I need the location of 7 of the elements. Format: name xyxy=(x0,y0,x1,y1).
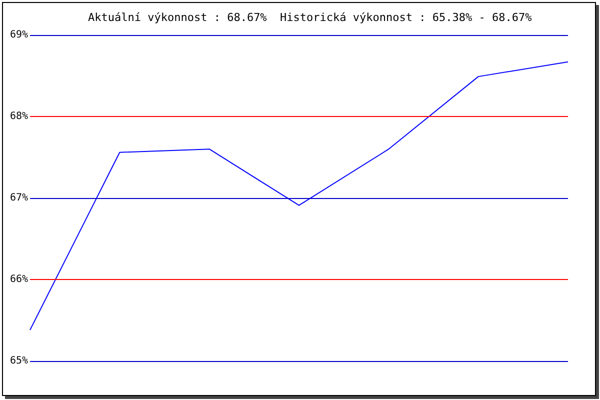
chart-title: Aktuální výkonnost : 68.67% Historická výkonnost : 65.38% - 68.67% xyxy=(88,11,532,24)
y-tick-label: 67% xyxy=(10,192,28,204)
y-tick-label: 66% xyxy=(10,274,28,285)
y-tick-label: 65% xyxy=(10,356,28,366)
y-tick-label: 68% xyxy=(10,111,28,122)
y-tick-label: 69% xyxy=(10,30,28,40)
line-series xyxy=(30,61,568,331)
